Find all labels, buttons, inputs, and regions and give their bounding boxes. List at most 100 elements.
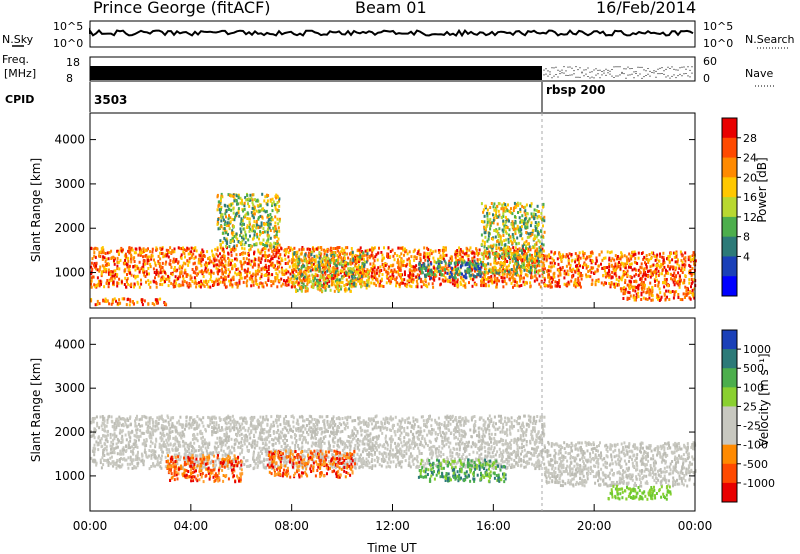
data-cell: [604, 275, 607, 279]
data-cell: [233, 244, 236, 248]
data-cell: [608, 275, 611, 279]
data-cell: [491, 237, 494, 241]
data-cell: [400, 264, 403, 268]
data-cell: [680, 259, 683, 263]
data-cell: [410, 273, 413, 277]
data-cell: [254, 230, 256, 234]
data-cell: [306, 267, 309, 270]
data-cell: [495, 207, 498, 211]
data-cell: [177, 277, 180, 281]
data-cell: [646, 290, 649, 294]
data-cell: [358, 271, 361, 275]
data-cell: [492, 221, 495, 225]
data-cell: [511, 259, 514, 263]
data-cell: [648, 288, 651, 292]
data-cell: [207, 262, 209, 266]
data-cell: [263, 199, 266, 203]
data-cell: [207, 280, 210, 283]
freq-unit: [MHz]: [4, 67, 36, 80]
data-cell: [582, 256, 585, 260]
data-cell: [235, 235, 238, 239]
data-cell: [609, 283, 612, 287]
data-cell: [281, 271, 284, 275]
data-cell: [224, 220, 227, 224]
data-cell: [220, 205, 223, 209]
data-cell: [221, 240, 224, 244]
data-cell: [454, 276, 457, 280]
data-cell: [110, 256, 113, 260]
data-cell: [524, 265, 527, 269]
data-cell: [274, 245, 277, 249]
data-cell: [302, 282, 305, 286]
data-cell: [242, 262, 245, 266]
data-cell: [257, 217, 260, 221]
data-cell: [345, 271, 348, 275]
data-cell: [251, 193, 254, 197]
data-cell: [295, 288, 298, 292]
data-cell: [116, 249, 119, 253]
data-cell: [126, 277, 129, 281]
data-cell: [578, 258, 581, 262]
data-cell: [340, 260, 343, 264]
data-cell: [515, 251, 518, 255]
colorbar-swatch: [722, 216, 737, 238]
data-cell: [130, 253, 133, 257]
data-cell: [408, 260, 411, 264]
data-cell: [693, 278, 696, 282]
data-cell: [358, 248, 361, 252]
data-cell: [632, 294, 635, 298]
data-cell: [693, 272, 696, 276]
data-cell: [343, 257, 346, 261]
data-cell: [150, 257, 153, 261]
data-cell: [267, 277, 270, 281]
data-cell: [252, 216, 255, 220]
data-cell: [671, 265, 674, 269]
data-cell: [523, 258, 526, 262]
data-cell: [497, 440, 500, 444]
data-cell: [543, 283, 546, 287]
data-cell: [517, 255, 519, 259]
data-cell: [475, 443, 478, 447]
data-cell: [178, 264, 181, 268]
data-cell: [335, 279, 337, 283]
data-cell: [527, 247, 530, 251]
data-cell: [320, 252, 323, 256]
data-cell: [494, 252, 497, 255]
data-cell: [224, 276, 227, 279]
data-cell: [606, 274, 609, 278]
data-cell: [666, 283, 668, 287]
data-cell: [357, 260, 360, 264]
data-cell: [485, 267, 488, 271]
data-cell: [286, 444, 289, 447]
data-cell: [629, 286, 632, 290]
data-cell: [337, 273, 340, 276]
data-cell: [495, 243, 498, 247]
data-cell: [513, 284, 516, 287]
data-cell: [500, 243, 503, 246]
data-cell: [351, 419, 354, 423]
data-cell: [197, 272, 199, 276]
data-cell: [516, 249, 519, 253]
data-cell: [368, 248, 371, 252]
data-cell: [450, 272, 453, 276]
data-cell: [534, 269, 536, 273]
data-cell: [611, 257, 614, 261]
data-cell: [547, 275, 550, 279]
data-cell: [240, 264, 243, 268]
data-cell: [144, 275, 147, 278]
data-cell: [295, 254, 298, 258]
data-cell: [381, 273, 384, 276]
data-cell: [642, 268, 645, 272]
data-cell: [662, 256, 665, 260]
data-cell: [498, 213, 501, 217]
data-cell: [237, 208, 240, 212]
data-cell: [277, 209, 280, 213]
data-cell: [489, 221, 492, 225]
data-cell: [365, 260, 368, 264]
data-cell: [556, 257, 559, 261]
data-cell: [520, 276, 523, 280]
data-cell: [534, 237, 537, 241]
data-cell: [326, 259, 329, 263]
data-cell: [526, 269, 529, 273]
data-cell: [557, 281, 560, 284]
